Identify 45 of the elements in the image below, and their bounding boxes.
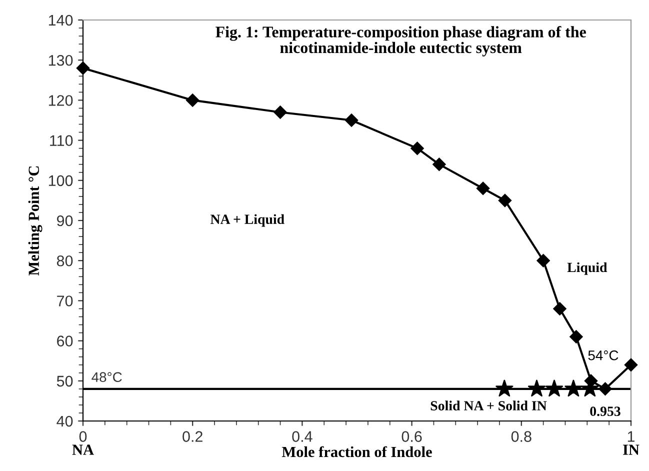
x-axis-title: Mole fraction of Indole	[282, 446, 432, 458]
x-tick-label: 1	[628, 431, 635, 442]
y-tick-label: 80	[56, 255, 73, 266]
ref-line-label: 48°C	[92, 372, 122, 382]
annotation: Solid NA + Solid IN	[430, 400, 547, 410]
annotation: 54°C	[588, 350, 618, 360]
point	[496, 380, 514, 396]
point	[76, 62, 90, 75]
text: Fig. 1: Temperature-composition phase diagram of the nicotinamide-indole eutectic system	[216, 26, 586, 56]
point	[344, 114, 358, 127]
y-tick-label: 70	[57, 296, 73, 306]
point	[598, 382, 612, 396]
y-tick-label: 50	[56, 376, 73, 387]
x-tick-label: 0.4	[292, 431, 312, 442]
point	[624, 358, 638, 372]
point	[274, 106, 287, 119]
point	[564, 380, 582, 396]
annotation: Liquid	[567, 262, 608, 275]
point	[536, 254, 550, 268]
point	[553, 302, 566, 316]
y-tick-label: 130	[48, 54, 73, 66]
point	[432, 158, 446, 171]
y-tick-label: 120	[48, 95, 73, 106]
point	[570, 330, 583, 344]
y-axis-title: Melting Point °C	[28, 166, 42, 276]
y-tick-label: 110	[50, 135, 73, 146]
annotation: NA + Liquid	[210, 214, 284, 227]
x-tick-label: 0.6	[402, 431, 422, 442]
y-tick-label: 140	[48, 14, 73, 26]
point	[498, 194, 512, 208]
y-tick-label: 90	[57, 215, 73, 226]
point	[545, 380, 564, 396]
x-tick-label: 0.8	[511, 431, 532, 442]
y-tick-label: 60	[57, 336, 73, 346]
text: IN	[623, 444, 640, 455]
x-tick-label: 0	[79, 431, 87, 442]
annotation: 0.953	[590, 406, 620, 416]
y-tick-label: 100	[48, 175, 73, 186]
point	[410, 142, 424, 155]
point	[476, 182, 490, 196]
text: NA	[72, 444, 94, 455]
point	[186, 94, 200, 107]
point	[528, 380, 546, 396]
y-tick-label: 40	[56, 416, 73, 427]
x-tick-label: 0.2	[182, 431, 202, 442]
